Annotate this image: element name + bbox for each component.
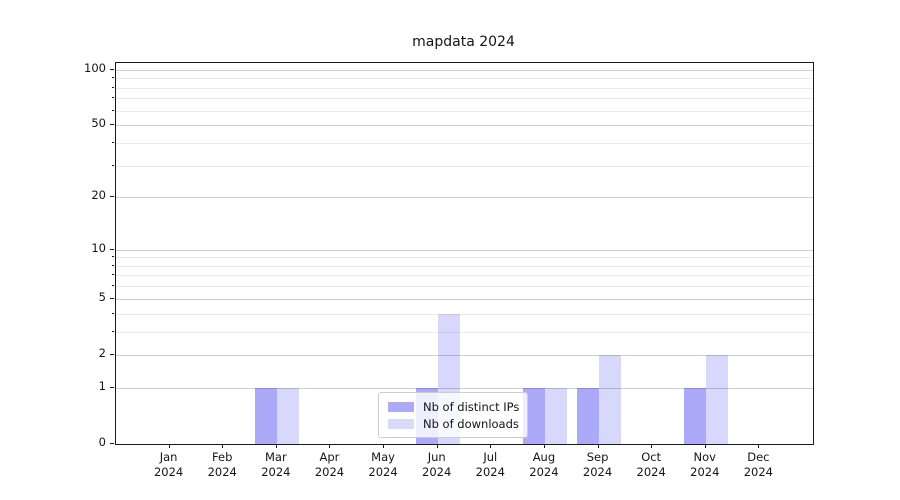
- y-tick-label: 5: [98, 289, 106, 304]
- legend-label-downloads: Nb of downloads: [423, 416, 519, 431]
- y-tick-mark: [110, 196, 114, 198]
- x-tick-label: Jun 2024: [422, 450, 452, 479]
- x-tick-label: Nov 2024: [690, 450, 720, 479]
- y-tick-mark: [110, 248, 114, 250]
- bar-nb-of-downloads: [276, 387, 299, 444]
- y-minor-tick-mark: [112, 285, 114, 287]
- y-minor-tick-mark: [112, 256, 114, 258]
- y-tick-mark: [110, 443, 114, 444]
- x-tick-mark: [222, 444, 224, 448]
- y-minor-tick-mark: [112, 141, 114, 143]
- y-tick-label: 100: [84, 60, 106, 75]
- legend: Nb of distinct IPs Nb of downloads: [378, 392, 529, 438]
- gridline-minor: [116, 286, 813, 288]
- x-tick-mark: [329, 444, 331, 448]
- x-tick-mark: [490, 444, 492, 448]
- gridline-minor: [116, 313, 813, 315]
- y-minor-tick-mark: [112, 164, 114, 166]
- y-tick-mark: [110, 386, 114, 388]
- legend-label-distinct-ips: Nb of distinct IPs: [423, 399, 520, 414]
- gridline-minor: [116, 87, 813, 89]
- legend-swatch-downloads: [388, 418, 414, 429]
- x-tick-label: Oct 2024: [636, 450, 666, 479]
- x-tick-mark: [597, 444, 599, 448]
- y-tick-label: 2: [98, 345, 106, 360]
- y-tick-label: 0: [98, 435, 106, 449]
- x-tick-label: Jul 2024: [475, 450, 505, 479]
- x-tick-label: May 2024: [368, 450, 398, 479]
- y-tick-mark: [110, 297, 114, 299]
- bar-nb-of-distinct-ips: [576, 387, 599, 444]
- y-minor-tick-mark: [112, 274, 114, 276]
- gridline-major: [116, 125, 813, 127]
- y-minor-tick-mark: [112, 330, 114, 332]
- gridline-minor: [116, 110, 813, 112]
- x-tick-label: Sep 2024: [582, 450, 613, 479]
- x-tick-label: Feb 2024: [207, 450, 237, 479]
- x-tick-label: Aug 2024: [529, 450, 559, 479]
- gridline-minor: [116, 275, 813, 277]
- bar-nb-of-downloads: [544, 387, 567, 444]
- x-tick-mark: [383, 444, 385, 448]
- x-tick-label: Apr 2024: [314, 450, 345, 479]
- x-tick-mark: [275, 444, 277, 448]
- y-tick-mark: [110, 68, 114, 70]
- y-tick-label: 20: [91, 188, 106, 203]
- y-minor-tick-mark: [112, 109, 114, 111]
- gridline-minor: [116, 142, 813, 144]
- y-minor-tick-mark: [112, 264, 114, 266]
- x-tick-label: Mar 2024: [261, 450, 291, 479]
- y-minor-tick-mark: [112, 312, 114, 314]
- bar-nb-of-downloads: [598, 354, 621, 444]
- gridline-minor: [116, 98, 813, 100]
- gridline-minor: [116, 78, 813, 80]
- gridline-major: [116, 298, 813, 300]
- gridline-minor: [116, 331, 813, 333]
- legend-item-distinct-ips: Nb of distinct IPs: [388, 398, 519, 415]
- plot-area: Nb of distinct IPs Nb of downloads: [115, 62, 814, 445]
- bar-nb-of-distinct-ips: [254, 387, 277, 444]
- bar-nb-of-distinct-ips: [683, 387, 706, 444]
- x-tick-mark: [168, 444, 170, 448]
- legend-swatch-distinct-ips: [388, 401, 414, 412]
- gridline-minor: [116, 165, 813, 167]
- gridline-major: [116, 69, 813, 71]
- y-tick-label: 10: [91, 240, 106, 255]
- gridline-major: [116, 197, 813, 199]
- chart-title: mapdata 2024: [412, 34, 515, 50]
- y-tick-label: 1: [98, 378, 106, 393]
- x-tick-label: Dec 2024: [743, 450, 774, 479]
- gridline-major: [116, 249, 813, 251]
- y-tick-mark: [110, 124, 114, 126]
- y-minor-tick-mark: [112, 86, 114, 88]
- bar-nb-of-distinct-ips: [522, 387, 545, 444]
- x-tick-mark: [651, 444, 653, 448]
- gridline-minor: [116, 257, 813, 259]
- gridline-major: [116, 354, 813, 356]
- x-tick-mark: [704, 444, 706, 448]
- gridline-minor: [116, 265, 813, 267]
- bar-nb-of-downloads: [705, 354, 728, 444]
- y-tick-label: 50: [91, 116, 106, 131]
- y-minor-tick-mark: [112, 77, 114, 79]
- legend-item-downloads: Nb of downloads: [388, 415, 519, 432]
- x-tick-mark: [758, 444, 760, 448]
- y-tick-mark: [110, 353, 114, 355]
- y-minor-tick-mark: [112, 97, 114, 99]
- x-tick-mark: [543, 444, 545, 448]
- gridline-major: [116, 387, 813, 389]
- x-tick-label: Jan 2024: [153, 450, 184, 479]
- x-tick-mark: [436, 444, 438, 448]
